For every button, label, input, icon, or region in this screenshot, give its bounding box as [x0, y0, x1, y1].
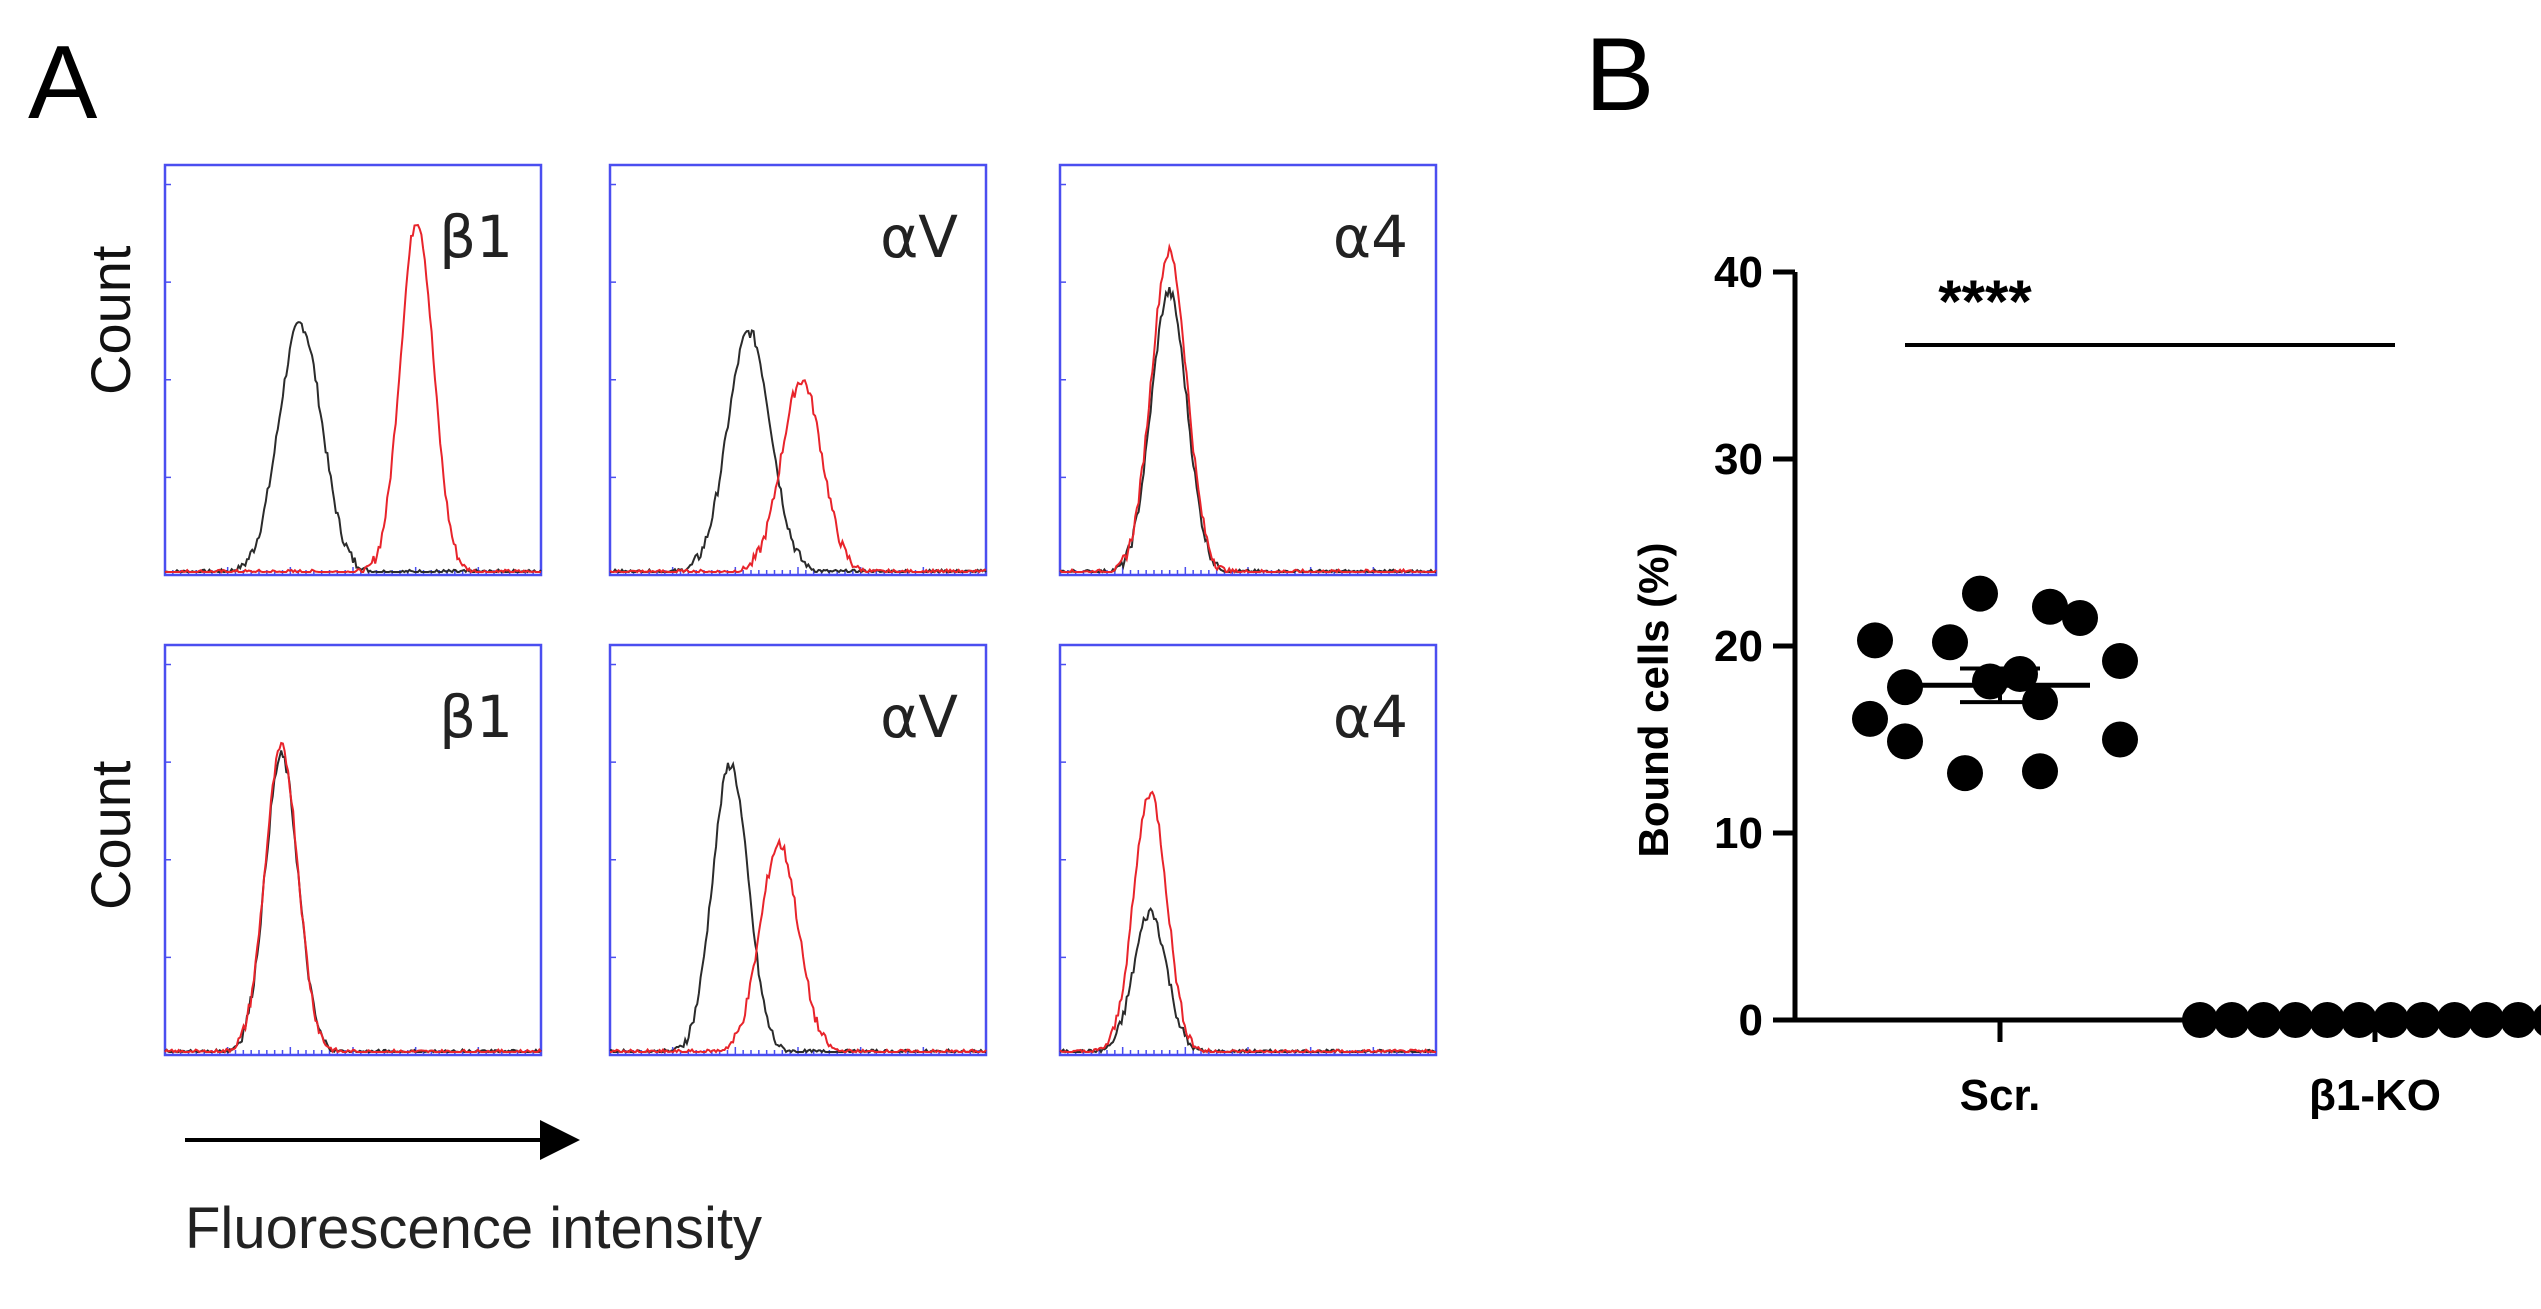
y-tick-label: 10 [1714, 809, 1763, 858]
data-point [2500, 1002, 2537, 1038]
data-point [1887, 723, 1923, 760]
data-point [2341, 1002, 2378, 1038]
histogram-2-3: α4 [1058, 643, 1438, 1057]
stained-histogram [164, 741, 542, 1054]
data-point [2436, 1002, 2473, 1038]
control-histogram [609, 760, 986, 1054]
data-point [2213, 1002, 2250, 1038]
histogram-label: αV [880, 203, 958, 271]
histogram-label: β1 [439, 203, 513, 271]
data-point [1947, 755, 1983, 792]
count-label-top: Count [79, 245, 142, 395]
histogram-label: α4 [1333, 203, 1408, 271]
control-histogram [164, 750, 542, 1054]
data-point [2309, 1002, 2346, 1038]
histogram-2-2: αV [608, 643, 988, 1057]
significance-stars: **** [1938, 268, 2032, 335]
data-point [2245, 1002, 2282, 1038]
data-point [1857, 622, 1893, 659]
histogram-2-1: β1 [163, 643, 543, 1057]
stained-histogram [609, 837, 987, 1054]
data-point [2182, 1002, 2218, 1038]
stained-histogram [1059, 242, 1437, 575]
control-histogram [1059, 906, 1437, 1055]
histogram-label: β1 [439, 683, 513, 751]
scatter-plot: 0 10 20 30 40 Scr. β1-KO [1714, 248, 2541, 1120]
data-point [2032, 588, 2068, 625]
data-point [2404, 1002, 2441, 1038]
panel-b-letter: B [1585, 17, 1654, 133]
data-point [2468, 1002, 2505, 1038]
stained-histogram [1059, 790, 1436, 1054]
data-point [1962, 575, 1998, 612]
data-point [2372, 1002, 2409, 1038]
fluorescence-intensity-label: Fluorescence intensity [185, 1196, 762, 1261]
data-point [2022, 753, 2058, 790]
stained-histogram [164, 223, 541, 574]
y-tick-label: 0 [1739, 996, 1763, 1045]
data-point [2532, 1004, 2541, 1036]
control-histogram [164, 321, 542, 574]
data-point [1887, 669, 1923, 706]
data-point [2102, 721, 2138, 758]
y-tick-label: 20 [1714, 622, 1763, 671]
data-point [1852, 700, 1888, 737]
y-tick-label: 40 [1714, 248, 1763, 297]
control-histogram [1059, 287, 1436, 574]
data-point [2277, 1002, 2314, 1038]
y-axis-label: Bound cells (%) [1630, 542, 1677, 857]
histogram-1-2: αV [608, 163, 988, 577]
histogram-label: αV [880, 683, 958, 751]
histogram-label: α4 [1333, 683, 1408, 751]
control-histogram [609, 329, 987, 574]
panel-a-letter: A [28, 25, 98, 141]
count-label-bottom: Count [79, 760, 142, 910]
stained-histogram [609, 379, 987, 574]
histogram-1-1: β1 [163, 163, 543, 577]
data-point [1932, 624, 1968, 661]
data-point [2062, 599, 2098, 636]
histogram-grid: β1 αV α4 β1 αV α4 [163, 163, 1438, 1057]
x-tick-label: Scr. [1960, 1071, 2041, 1120]
y-tick-label: 30 [1714, 435, 1763, 484]
histogram-1-3: α4 [1058, 163, 1438, 577]
data-point [2102, 642, 2138, 679]
x-tick-label: β1-KO [2309, 1071, 2441, 1120]
